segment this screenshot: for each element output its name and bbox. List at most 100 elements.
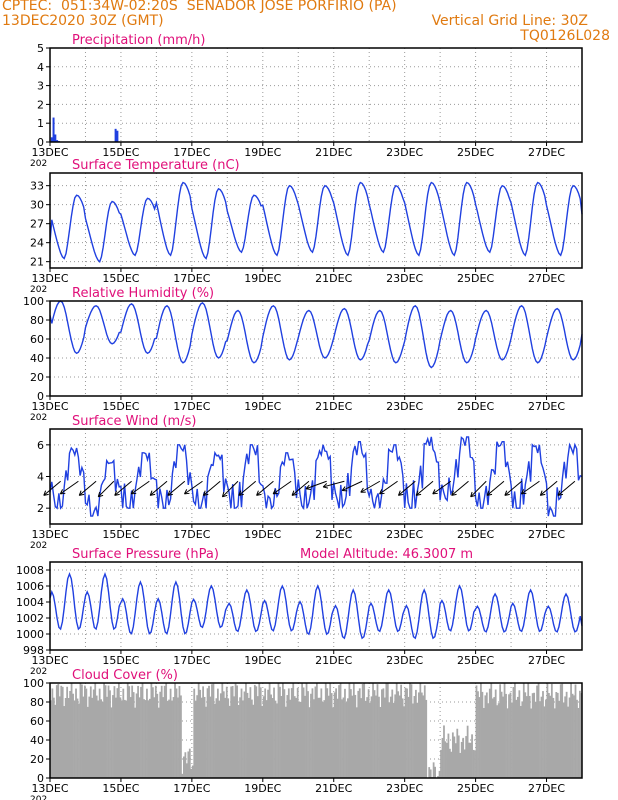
cloud-bar xyxy=(542,691,544,778)
y-tick-label: 24 xyxy=(30,237,44,250)
cloud-bar xyxy=(344,688,346,778)
cloud-bar xyxy=(237,705,240,778)
cloud-bar xyxy=(67,698,70,778)
wind-arrow xyxy=(256,480,274,496)
cloud-bar xyxy=(162,697,165,778)
cloud-bar xyxy=(364,700,367,778)
cloud-bar xyxy=(481,691,484,778)
cloud-bar xyxy=(268,683,271,778)
cloud-bar xyxy=(320,688,323,778)
x-tick-label: 23DEC xyxy=(386,528,423,541)
cloud-bar xyxy=(212,683,215,778)
cloud-bar xyxy=(302,687,305,778)
year-label: 202 xyxy=(30,541,47,551)
cloud-bar xyxy=(519,705,522,778)
cloud-bar xyxy=(54,704,57,778)
cloud-bar xyxy=(234,683,237,778)
cloud-bar xyxy=(478,697,481,778)
cloud-bar xyxy=(372,683,374,778)
cloud-bar xyxy=(286,695,289,778)
wind-arrow-head xyxy=(416,493,422,496)
panel-title: Relative Humidity (%) xyxy=(72,286,214,301)
cloud-bar xyxy=(388,702,391,778)
cloud-bar xyxy=(351,695,354,778)
wind-arrow-head xyxy=(202,490,206,496)
cloud-bar xyxy=(389,696,392,778)
wind-arrow xyxy=(203,480,221,496)
x-tick-label: 27DEC xyxy=(528,272,565,285)
cloud-bar xyxy=(295,697,298,778)
cloud-bar xyxy=(463,749,466,778)
cloud-bar xyxy=(197,683,200,778)
x-tick-label: 23DEC xyxy=(386,782,423,795)
model-id: TQ0126L028 xyxy=(520,28,610,44)
x-tick-label: 25DEC xyxy=(457,272,494,285)
x-tick-label: 25DEC xyxy=(457,528,494,541)
cloud-bar xyxy=(415,689,417,778)
wind-arrow-head xyxy=(43,490,47,496)
cloud-bar xyxy=(94,683,97,778)
cloud-bar xyxy=(109,690,111,778)
cloud-bar xyxy=(214,703,216,778)
x-tick-label: 19DEC xyxy=(244,528,281,541)
cloud-bar xyxy=(231,686,234,778)
x-tick-label: 13DEC xyxy=(31,400,68,413)
cloud-bar xyxy=(397,691,400,778)
cloud-bar xyxy=(555,692,558,778)
cloud-bar xyxy=(256,696,259,778)
precip-bar xyxy=(116,130,119,142)
cloud-bar xyxy=(352,683,355,778)
cloud-bar xyxy=(299,701,302,778)
wind-arrow-head xyxy=(291,493,298,496)
x-tick-label: 13DEC xyxy=(31,272,68,285)
wind-arrow xyxy=(291,480,310,496)
cloud-bar xyxy=(550,683,553,778)
cloud-bar xyxy=(181,773,184,778)
cloud-bar xyxy=(333,692,336,778)
wind-arrow xyxy=(432,480,452,495)
cloud-bar xyxy=(61,686,64,778)
cloud-bar xyxy=(370,696,373,778)
y-tick-label: 21 xyxy=(30,256,44,269)
cloud-bar xyxy=(147,700,150,778)
cloud-bar xyxy=(490,683,493,778)
cloud-bar xyxy=(219,693,222,778)
cloud-bar xyxy=(305,683,308,778)
cloud-bar xyxy=(505,693,507,778)
cloud-bar xyxy=(316,683,318,778)
cloud-bar xyxy=(137,685,139,778)
cloud-bar xyxy=(79,683,82,778)
wind-arrow-head xyxy=(360,487,364,493)
wind-arrow-head xyxy=(520,489,525,495)
cloud-bar xyxy=(261,705,264,778)
cloud-bar xyxy=(290,688,293,778)
cloud-bar xyxy=(169,688,172,778)
cloud-bar xyxy=(502,696,504,778)
cloud-bar xyxy=(536,685,538,778)
cloud-bar xyxy=(506,708,509,778)
cloud-bar xyxy=(86,706,89,778)
cloud-bar xyxy=(366,697,369,778)
cloud-bar xyxy=(280,695,283,778)
panel-title: Surface Temperature (nC) xyxy=(72,158,240,173)
cloud-bar xyxy=(570,683,572,778)
panel-frame xyxy=(49,561,583,651)
y-tick-label: 0 xyxy=(37,772,44,785)
x-tick-label: 21DEC xyxy=(315,146,352,159)
cloud-bar xyxy=(518,690,521,778)
cloud-bar xyxy=(165,683,168,778)
cloud-bar xyxy=(304,695,306,778)
wind-arrow-head xyxy=(78,490,82,496)
cloud-bar xyxy=(428,767,431,778)
x-tick-label: 19DEC xyxy=(244,272,281,285)
cloud-bar xyxy=(515,699,518,778)
cloud-bar xyxy=(258,683,261,778)
wind-arrow-head xyxy=(79,493,85,496)
cloud-bar xyxy=(206,688,209,778)
panel-frame xyxy=(49,300,583,397)
cloud-bar xyxy=(76,698,79,778)
cloud-bar xyxy=(248,697,250,778)
cloud-bar xyxy=(138,697,141,778)
cloud-bar xyxy=(545,699,547,778)
wind-arrow-head xyxy=(272,489,276,495)
